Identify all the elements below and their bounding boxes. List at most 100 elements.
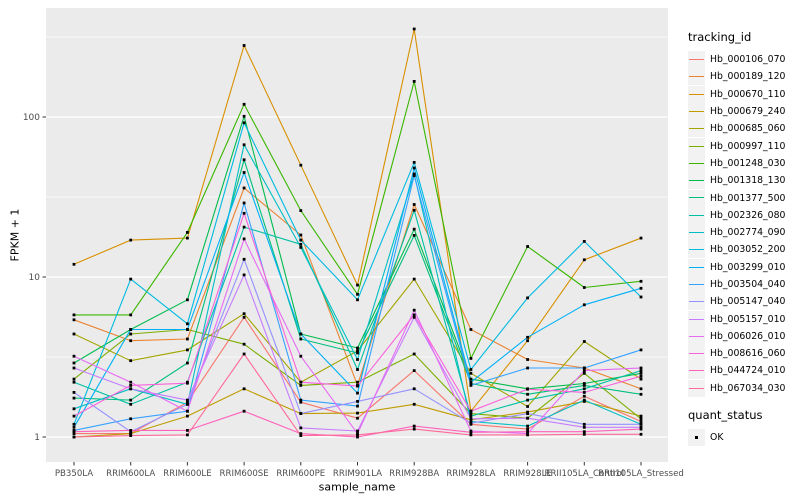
data-point [526,392,529,396]
data-point [242,409,246,413]
data-point [186,398,189,402]
data-point [582,382,586,385]
data-point [186,402,189,406]
data-point [469,380,473,384]
data-point [186,361,189,365]
legend-key [688,345,705,363]
legend-key [688,362,705,380]
data-point [412,387,416,391]
data-point [242,237,246,241]
data-point [639,348,643,352]
legend-key-line-icon [689,335,704,337]
data-point [299,398,303,402]
data-point [129,277,133,281]
data-point [186,337,189,341]
data-point [72,366,76,370]
data-point [72,422,76,426]
data-point [72,414,76,418]
data-point [469,420,473,423]
data-point [72,435,76,439]
data-point [242,387,246,391]
data-point [412,427,416,431]
legend-item: Hb_000670_110 [688,85,800,103]
data-point [469,421,473,425]
data-point [72,354,76,358]
legend-key-line-icon [689,370,704,372]
data-point [356,435,359,439]
data-point [186,322,189,326]
data-point [412,352,416,356]
data-point [129,402,133,406]
legend-key [688,276,705,293]
legend-item: Hb_044724_010 [688,362,800,380]
data-point [412,27,416,31]
data-point [526,427,529,431]
data-point [582,394,586,398]
y-tick-label: 1 [34,433,40,443]
legend-key-line-icon [689,214,704,216]
data-point [582,384,586,387]
data-point [356,380,359,384]
data-point [299,354,303,358]
data-point [129,238,133,242]
legend-item-label: Hb_008616_060 [710,348,786,360]
data-point [186,414,189,418]
data-point [469,433,473,437]
data-point [356,391,359,395]
data-point [299,412,303,415]
legend-key-line-icon [689,318,704,320]
data-point [639,377,643,381]
legend-key-line-icon [689,59,704,61]
data-point [639,366,643,370]
data-point [242,143,246,147]
data-point [412,369,416,372]
legend-key-line-icon [689,93,704,95]
data-point [639,427,643,431]
data-point [526,433,529,437]
legend-key [688,310,705,328]
legend-key [688,120,705,138]
legend-item: Hb_003504_040 [688,276,800,293]
data-point [72,407,76,411]
legend-key [688,51,705,69]
data-point [469,371,473,375]
legend-key-line-icon [689,249,704,251]
x-tick-label: PB350LA [55,469,93,479]
data-point [242,211,246,215]
legend-item-label: Hb_001248_030 [710,157,786,169]
legend-item: Hb_000106_070 [688,51,800,69]
legend-items-quant: OK [688,429,800,447]
data-point [299,238,303,242]
data-point [639,387,643,391]
data-point [469,377,473,381]
x-tick-label: RRIM901LA [333,469,382,479]
data-point [186,231,189,234]
legend-item: Hb_006026_010 [688,327,800,345]
data-point [129,328,133,331]
data-point [469,409,473,413]
legend-item-label: Hb_001318_130 [710,175,786,187]
data-point [356,416,359,420]
x-tick-label: RRIM928LE [503,469,552,479]
data-point [242,121,246,125]
data-point [356,433,359,437]
data-point [412,166,416,170]
legend-key-line-icon [689,353,704,355]
data-point [356,351,359,355]
data-point [72,262,76,266]
data-point [412,208,416,212]
legend-item-quant: OK [688,429,800,447]
data-point [242,225,246,229]
legend-key-line-icon [689,145,704,147]
data-point [356,368,359,371]
legend-block-quant-status: quant_status OK [688,408,800,447]
data-point [639,425,643,429]
legend-key-line-icon [689,180,704,182]
data-point [639,371,643,375]
legend-item-label: OK [710,432,724,444]
x-tick-label: RRIM600PE [276,469,325,479]
data-point [412,277,416,281]
legend-item-label: Hb_000189_120 [710,71,786,83]
data-point [72,425,76,429]
